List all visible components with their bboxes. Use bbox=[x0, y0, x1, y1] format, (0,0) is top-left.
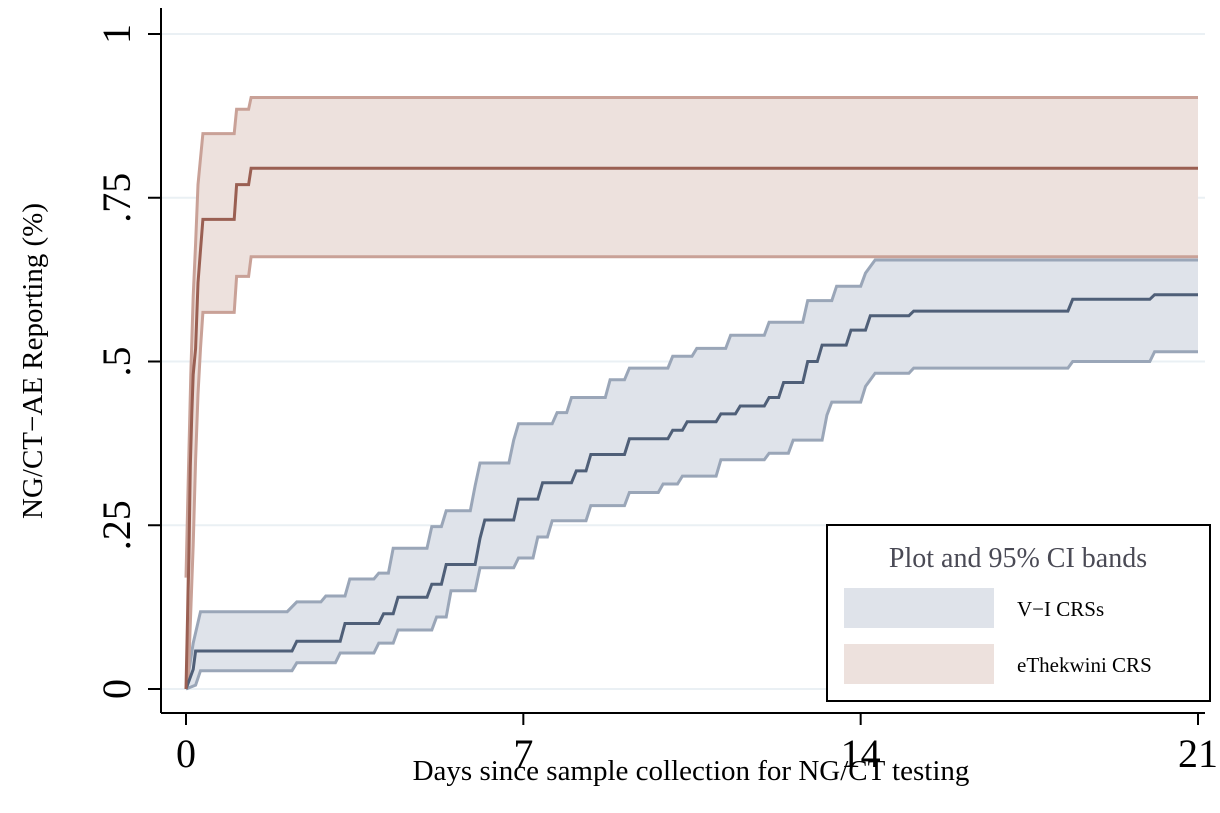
ci-bands bbox=[184, 96, 1198, 691]
x-tick-label-2: 14 bbox=[841, 731, 881, 776]
axis-ticks: 0 7 14 21 0 .25 .5 .75 1 bbox=[94, 24, 1218, 776]
ci-lower-0 bbox=[185, 350, 1198, 691]
legend-entry-vi-crss: V−I CRSs bbox=[1017, 597, 1104, 621]
series-line-1 bbox=[184, 166, 1198, 690]
legend-swatch-vi-crss bbox=[844, 588, 994, 628]
y-tick-label-1: .25 bbox=[94, 500, 139, 550]
series-line-0 bbox=[184, 293, 1198, 690]
ci-upper-0 bbox=[184, 258, 1198, 690]
y-tick-label-3: .75 bbox=[94, 173, 139, 223]
legend-title: Plot and 95% CI bands bbox=[889, 543, 1147, 574]
x-tick-label-1: 7 bbox=[513, 731, 533, 776]
x-tick-label-0: 0 bbox=[176, 731, 196, 776]
ci-band-1 bbox=[186, 97, 1198, 689]
ci-upper-1 bbox=[184, 96, 1198, 578]
legend: Plot and 95% CI bands V−I CRSs eThekwini… bbox=[826, 524, 1211, 702]
x-tick-label-3: 21 bbox=[1178, 731, 1218, 776]
y-tick-label-4: 1 bbox=[94, 24, 139, 44]
estimate-lines bbox=[184, 166, 1198, 690]
ci-lower-1 bbox=[184, 255, 1198, 690]
y-tick-label-0: 0 bbox=[94, 679, 139, 699]
legend-swatch-ethekwini-crs bbox=[844, 644, 994, 684]
x-axis-label: Days since sample collection for NG/CT t… bbox=[413, 755, 970, 787]
y-tick-label-2: .5 bbox=[94, 347, 139, 377]
legend-entry-ethekwini-crs: eThekwini CRS bbox=[1017, 653, 1152, 677]
y-axis-label: NG/CT−AE Reporting (%) bbox=[17, 203, 49, 519]
